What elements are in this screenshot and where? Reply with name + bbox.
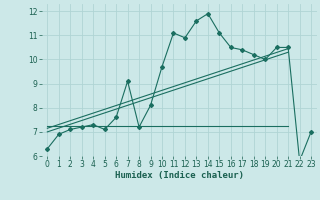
- X-axis label: Humidex (Indice chaleur): Humidex (Indice chaleur): [115, 171, 244, 180]
